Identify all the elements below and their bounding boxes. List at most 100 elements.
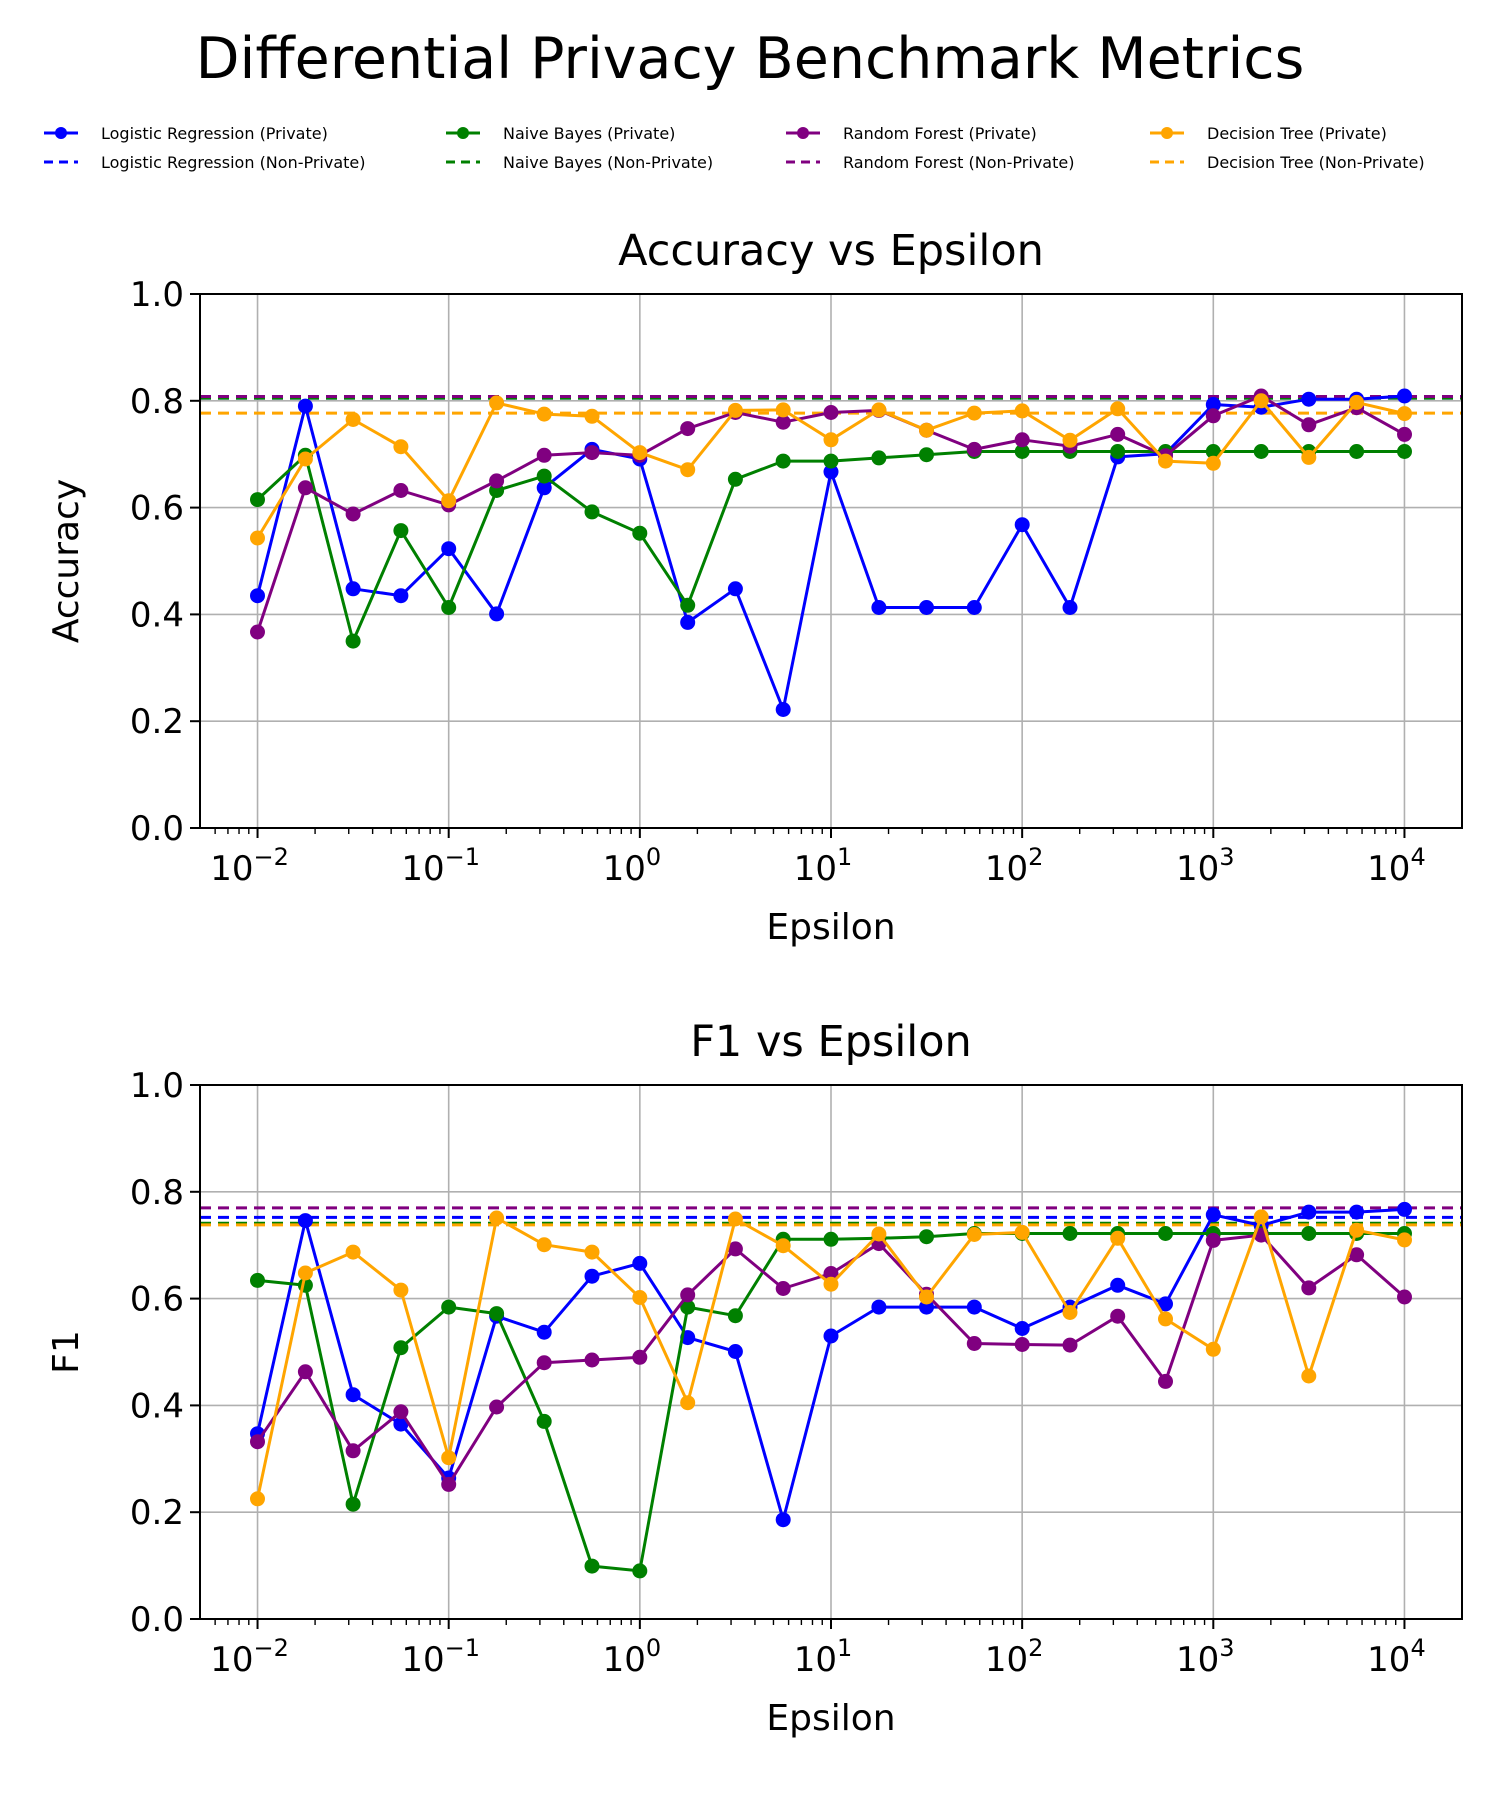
data-point: [727, 402, 743, 418]
data-point: [345, 581, 361, 597]
series: [250, 393, 1412, 546]
data-point: [919, 1289, 934, 1305]
y-tick-label: 0.0: [130, 1600, 184, 1640]
data-point: [727, 581, 743, 597]
y-tick-label: 0.2: [130, 1493, 184, 1533]
data-point: [584, 1352, 600, 1368]
y-tick-label: 0.8: [130, 1173, 184, 1213]
x-tick-exponent: −2: [253, 1634, 288, 1662]
data-point: [632, 525, 648, 541]
data-point: [1253, 444, 1269, 459]
x-tick-exponent: −1: [445, 843, 480, 871]
data-point: [632, 1349, 648, 1365]
data-point: [1062, 432, 1078, 448]
legend-label: Naive Bayes (Private): [503, 124, 675, 143]
data-point: [823, 1276, 839, 1292]
data-point: [1110, 444, 1126, 459]
data-point: [680, 1299, 696, 1315]
x-tick-label: 103: [1176, 1634, 1235, 1680]
x-tick-exponent: 0: [646, 843, 661, 871]
x-tick-label: 10−1: [401, 1634, 480, 1680]
data-point: [1062, 1305, 1078, 1320]
data-point: [1062, 1226, 1078, 1241]
y-tick-label: 0.4: [130, 1386, 184, 1426]
data-point: [489, 1399, 505, 1415]
y-tick-label: 0.6: [130, 1280, 184, 1320]
data-point: [297, 1265, 313, 1281]
data-point: [727, 1211, 743, 1227]
data-point: [297, 451, 313, 467]
legend-marker: [1161, 127, 1173, 139]
data-point: [250, 1491, 265, 1507]
data-point: [1301, 449, 1317, 465]
plot-area: [200, 1201, 1462, 1579]
data-point: [871, 1226, 887, 1242]
data-point: [1349, 1204, 1365, 1220]
data-point: [536, 447, 552, 463]
data-point: [1014, 432, 1030, 448]
legend-item: Logistic Regression (Non-Private): [44, 153, 366, 172]
data-point: [536, 1413, 552, 1429]
data-point: [297, 1364, 313, 1380]
data-point: [489, 606, 505, 622]
x-tick-base: 10: [794, 1640, 837, 1680]
data-point: [1110, 1308, 1126, 1324]
data-point: [489, 473, 505, 489]
y-tick-label: 0.8: [130, 382, 184, 422]
data-point: [1158, 1373, 1173, 1389]
x-tick-label: 10−1: [401, 843, 480, 889]
y-tick-label: 1.0: [130, 275, 184, 315]
data-point: [1397, 1201, 1412, 1217]
x-tick-exponent: 2: [1028, 1634, 1043, 1662]
data-point: [632, 1290, 648, 1305]
data-point: [1397, 1289, 1412, 1305]
data-point: [775, 702, 791, 717]
data-point: [1301, 1368, 1317, 1384]
data-point: [680, 1395, 696, 1411]
data-point: [584, 408, 600, 424]
x-axis-label: Epsilon: [766, 907, 895, 948]
x-tick-base: 10: [603, 849, 646, 889]
legend-item: Decision Tree (Non-Private): [1150, 153, 1425, 172]
y-tick-label: 0.2: [130, 702, 184, 742]
data-point: [823, 1231, 839, 1247]
legend-item: Naive Bayes (Non-Private): [446, 153, 713, 172]
data-point: [1110, 426, 1126, 442]
data-point: [871, 600, 887, 615]
data-point: [1397, 444, 1412, 459]
x-axis-label: Epsilon: [766, 1698, 895, 1739]
data-point: [393, 1416, 409, 1432]
data-point: [250, 1272, 265, 1288]
legend-marker: [55, 127, 67, 139]
x-tick-label: 101: [794, 1634, 853, 1680]
data-point: [632, 445, 648, 461]
data-point: [1205, 397, 1221, 412]
data-point: [871, 450, 887, 466]
data-point: [632, 1255, 648, 1271]
data-point: [775, 453, 791, 469]
data-point: [632, 1563, 648, 1579]
x-tick-base: 10: [1367, 1640, 1410, 1680]
y-tick-label: 0.4: [130, 595, 184, 635]
x-tick-exponent: 0: [646, 1634, 661, 1662]
legend-label: Random Forest (Private): [843, 124, 1037, 143]
data-point: [1014, 517, 1030, 533]
data-point: [441, 541, 457, 557]
legend-item: Naive Bayes (Private): [446, 124, 675, 143]
data-point: [823, 1328, 839, 1344]
y-axis-label: Accuracy: [46, 479, 87, 643]
data-point: [536, 406, 552, 422]
data-point: [441, 1476, 457, 1492]
x-tick-base: 10: [603, 1640, 646, 1680]
data-point: [393, 588, 409, 604]
data-point: [1397, 406, 1412, 422]
grid: [200, 1084, 1462, 1620]
data-point: [823, 1266, 839, 1281]
data-point: [1014, 1321, 1030, 1336]
data-point: [680, 1287, 696, 1303]
legend-item: Logistic Regression (Private): [44, 124, 328, 143]
data-point: [680, 421, 696, 437]
data-point: [775, 1281, 791, 1296]
